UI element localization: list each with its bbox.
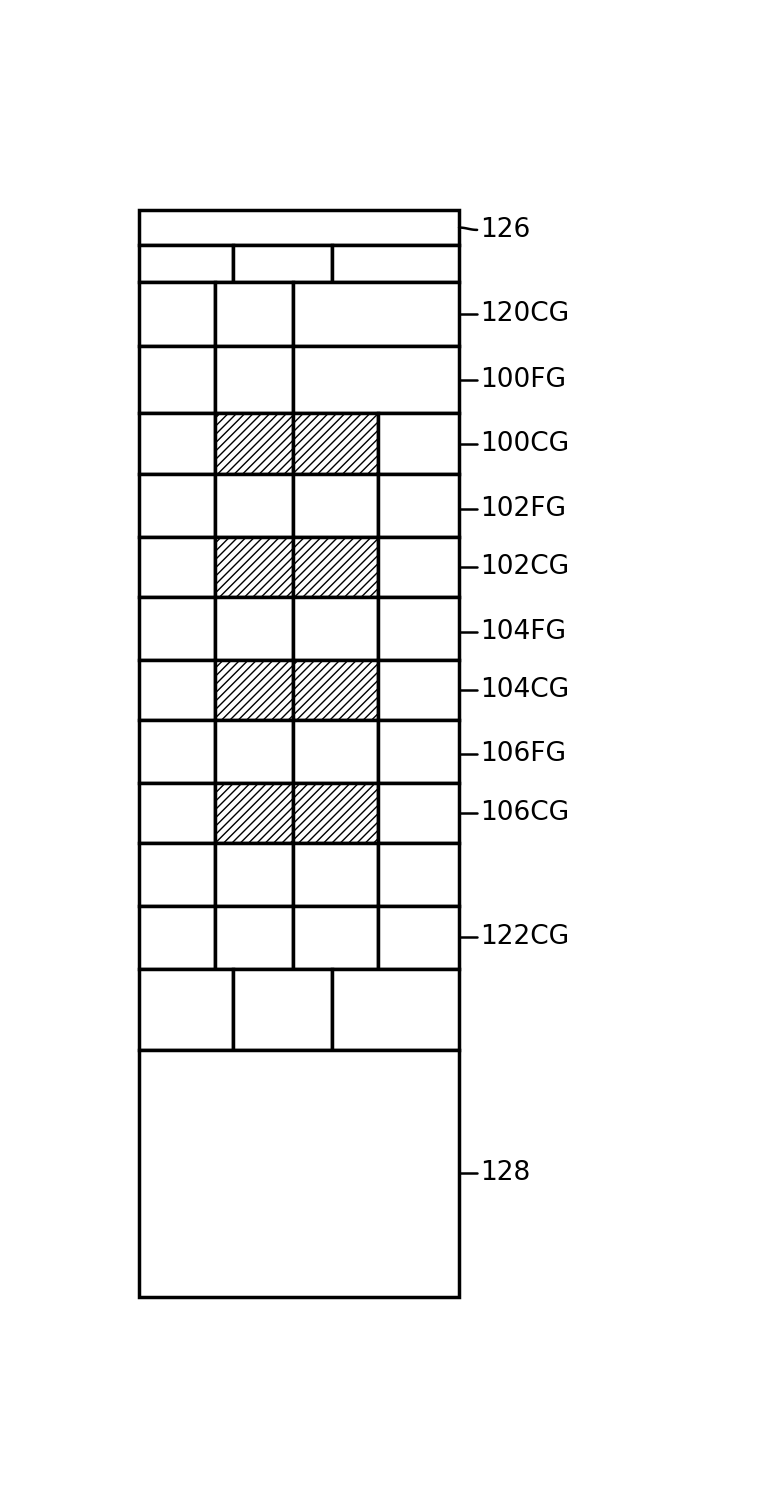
- Text: 100CG: 100CG: [480, 430, 569, 457]
- Bar: [215, 598, 293, 659]
- Bar: [215, 413, 293, 474]
- Text: 126: 126: [480, 217, 531, 243]
- Bar: [293, 346, 459, 413]
- Bar: [215, 537, 293, 598]
- Bar: [215, 282, 293, 346]
- Bar: [377, 783, 459, 844]
- Bar: [293, 413, 377, 474]
- Bar: [215, 474, 293, 537]
- Bar: [293, 659, 377, 720]
- Text: 100FG: 100FG: [480, 367, 566, 392]
- Bar: [293, 844, 377, 905]
- Bar: [377, 844, 459, 905]
- Bar: [377, 474, 459, 537]
- Text: 120CG: 120CG: [480, 300, 569, 326]
- Bar: [377, 537, 459, 598]
- Bar: [139, 844, 215, 905]
- Text: 102FG: 102FG: [480, 496, 566, 522]
- Text: 128: 128: [480, 1160, 531, 1186]
- Bar: [293, 537, 377, 598]
- Bar: [377, 413, 459, 474]
- Bar: [332, 969, 459, 1050]
- Bar: [139, 474, 215, 537]
- Bar: [139, 969, 233, 1050]
- Bar: [377, 598, 459, 659]
- Bar: [377, 659, 459, 720]
- Bar: [215, 905, 293, 969]
- Bar: [293, 720, 377, 783]
- Bar: [139, 598, 215, 659]
- Bar: [215, 783, 293, 844]
- Text: 102CG: 102CG: [480, 554, 569, 579]
- Bar: [233, 244, 332, 282]
- Bar: [233, 969, 332, 1050]
- Bar: [215, 659, 293, 720]
- Text: 106FG: 106FG: [480, 741, 566, 767]
- Text: 122CG: 122CG: [480, 925, 569, 951]
- Bar: [215, 346, 293, 413]
- Bar: [215, 844, 293, 905]
- Bar: [139, 244, 233, 282]
- Bar: [215, 720, 293, 783]
- Text: 104CG: 104CG: [480, 678, 569, 703]
- Text: 106CG: 106CG: [480, 800, 569, 825]
- Bar: [293, 783, 377, 844]
- Bar: [293, 905, 377, 969]
- Bar: [377, 905, 459, 969]
- Text: 104FG: 104FG: [480, 619, 566, 644]
- Bar: [139, 905, 215, 969]
- Bar: [139, 210, 459, 244]
- Bar: [139, 1050, 459, 1296]
- Bar: [377, 720, 459, 783]
- Bar: [139, 659, 215, 720]
- Bar: [139, 720, 215, 783]
- Bar: [139, 282, 215, 346]
- Bar: [139, 346, 215, 413]
- Bar: [139, 413, 215, 474]
- Bar: [139, 783, 215, 844]
- Bar: [139, 537, 215, 598]
- Bar: [293, 474, 377, 537]
- Bar: [293, 282, 459, 346]
- Bar: [332, 244, 459, 282]
- Bar: [293, 598, 377, 659]
